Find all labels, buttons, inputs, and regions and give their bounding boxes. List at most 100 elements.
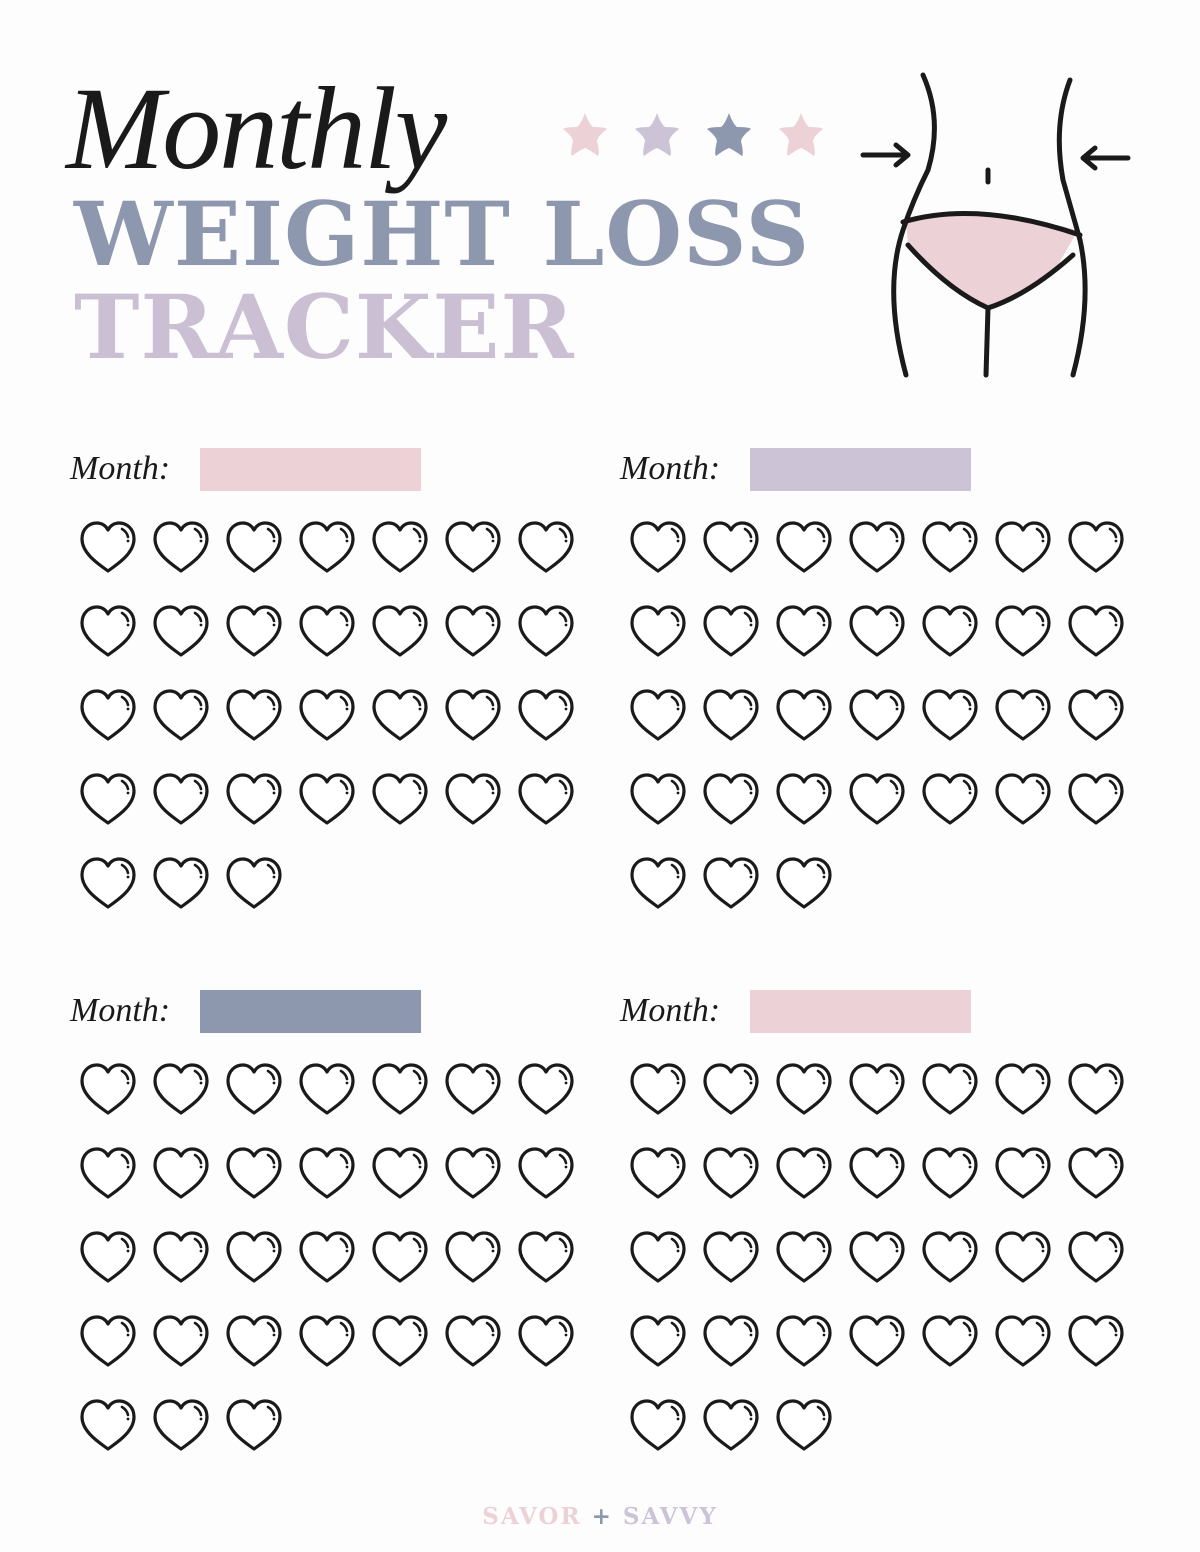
day-heart-13[interactable] <box>443 1146 503 1202</box>
day-heart-29[interactable] <box>628 1398 688 1454</box>
day-heart-6[interactable] <box>993 520 1053 576</box>
day-heart-2[interactable] <box>151 1062 211 1118</box>
day-heart-25[interactable] <box>297 1314 357 1370</box>
day-heart-30[interactable] <box>151 1398 211 1454</box>
day-heart-3[interactable] <box>774 1062 834 1118</box>
day-heart-31[interactable] <box>774 1398 834 1454</box>
day-heart-9[interactable] <box>151 604 211 660</box>
day-heart-3[interactable] <box>224 520 284 576</box>
day-heart-4[interactable] <box>847 520 907 576</box>
day-heart-18[interactable] <box>297 1230 357 1286</box>
day-heart-28[interactable] <box>516 772 576 828</box>
day-heart-23[interactable] <box>151 1314 211 1370</box>
day-heart-5[interactable] <box>920 520 980 576</box>
day-heart-4[interactable] <box>297 520 357 576</box>
day-heart-13[interactable] <box>993 604 1053 660</box>
day-heart-27[interactable] <box>443 1314 503 1370</box>
day-heart-15[interactable] <box>628 688 688 744</box>
day-heart-17[interactable] <box>774 1230 834 1286</box>
day-heart-16[interactable] <box>151 1230 211 1286</box>
day-heart-21[interactable] <box>516 1230 576 1286</box>
day-heart-7[interactable] <box>1066 1062 1126 1118</box>
day-heart-14[interactable] <box>516 604 576 660</box>
day-heart-12[interactable] <box>920 1146 980 1202</box>
day-heart-5[interactable] <box>370 1062 430 1118</box>
day-heart-15[interactable] <box>78 688 138 744</box>
day-heart-8[interactable] <box>78 604 138 660</box>
day-heart-24[interactable] <box>224 772 284 828</box>
day-heart-20[interactable] <box>443 688 503 744</box>
day-heart-21[interactable] <box>1066 688 1126 744</box>
day-heart-30[interactable] <box>151 856 211 912</box>
day-heart-17[interactable] <box>224 1230 284 1286</box>
day-heart-2[interactable] <box>701 1062 761 1118</box>
day-heart-11[interactable] <box>297 1146 357 1202</box>
day-heart-27[interactable] <box>443 772 503 828</box>
day-heart-27[interactable] <box>993 772 1053 828</box>
day-heart-10[interactable] <box>774 604 834 660</box>
day-heart-26[interactable] <box>920 1314 980 1370</box>
day-heart-13[interactable] <box>993 1146 1053 1202</box>
day-heart-11[interactable] <box>297 604 357 660</box>
day-heart-13[interactable] <box>443 604 503 660</box>
day-heart-8[interactable] <box>78 1146 138 1202</box>
day-heart-22[interactable] <box>78 1314 138 1370</box>
day-heart-9[interactable] <box>701 604 761 660</box>
day-heart-26[interactable] <box>920 772 980 828</box>
month-input-field[interactable] <box>750 448 971 491</box>
day-heart-4[interactable] <box>297 1062 357 1118</box>
day-heart-7[interactable] <box>516 520 576 576</box>
day-heart-16[interactable] <box>701 1230 761 1286</box>
day-heart-23[interactable] <box>701 772 761 828</box>
day-heart-25[interactable] <box>297 772 357 828</box>
day-heart-22[interactable] <box>628 772 688 828</box>
day-heart-24[interactable] <box>224 1314 284 1370</box>
day-heart-2[interactable] <box>701 520 761 576</box>
day-heart-29[interactable] <box>78 1398 138 1454</box>
day-heart-23[interactable] <box>701 1314 761 1370</box>
day-heart-6[interactable] <box>443 1062 503 1118</box>
day-heart-30[interactable] <box>701 1398 761 1454</box>
day-heart-25[interactable] <box>847 772 907 828</box>
day-heart-12[interactable] <box>370 1146 430 1202</box>
day-heart-8[interactable] <box>628 604 688 660</box>
day-heart-14[interactable] <box>1066 1146 1126 1202</box>
day-heart-17[interactable] <box>774 688 834 744</box>
day-heart-19[interactable] <box>370 688 430 744</box>
day-heart-6[interactable] <box>993 1062 1053 1118</box>
day-heart-3[interactable] <box>224 1062 284 1118</box>
day-heart-21[interactable] <box>516 688 576 744</box>
day-heart-31[interactable] <box>224 1398 284 1454</box>
day-heart-21[interactable] <box>1066 1230 1126 1286</box>
day-heart-17[interactable] <box>224 688 284 744</box>
day-heart-7[interactable] <box>516 1062 576 1118</box>
day-heart-2[interactable] <box>151 520 211 576</box>
day-heart-7[interactable] <box>1066 520 1126 576</box>
day-heart-27[interactable] <box>993 1314 1053 1370</box>
day-heart-31[interactable] <box>774 856 834 912</box>
day-heart-12[interactable] <box>920 604 980 660</box>
day-heart-10[interactable] <box>224 604 284 660</box>
day-heart-31[interactable] <box>224 856 284 912</box>
day-heart-8[interactable] <box>628 1146 688 1202</box>
day-heart-30[interactable] <box>701 856 761 912</box>
day-heart-20[interactable] <box>993 688 1053 744</box>
day-heart-9[interactable] <box>701 1146 761 1202</box>
day-heart-11[interactable] <box>847 604 907 660</box>
day-heart-3[interactable] <box>774 520 834 576</box>
day-heart-1[interactable] <box>78 520 138 576</box>
day-heart-25[interactable] <box>847 1314 907 1370</box>
day-heart-15[interactable] <box>78 1230 138 1286</box>
day-heart-20[interactable] <box>993 1230 1053 1286</box>
day-heart-15[interactable] <box>628 1230 688 1286</box>
day-heart-11[interactable] <box>847 1146 907 1202</box>
day-heart-9[interactable] <box>151 1146 211 1202</box>
day-heart-10[interactable] <box>774 1146 834 1202</box>
day-heart-5[interactable] <box>370 520 430 576</box>
day-heart-12[interactable] <box>370 604 430 660</box>
day-heart-28[interactable] <box>516 1314 576 1370</box>
day-heart-18[interactable] <box>847 1230 907 1286</box>
day-heart-6[interactable] <box>443 520 503 576</box>
day-heart-22[interactable] <box>78 772 138 828</box>
month-input-field[interactable] <box>750 990 971 1033</box>
